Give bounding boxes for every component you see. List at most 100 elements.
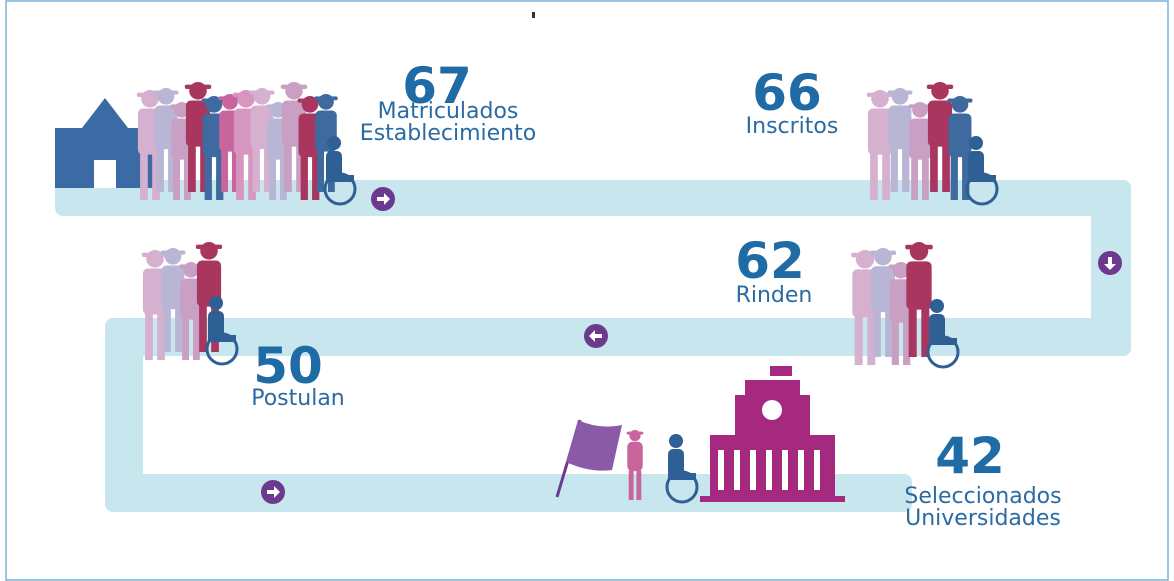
person-leg: [140, 153, 148, 200]
person: [280, 82, 308, 192]
person-leg: [942, 145, 950, 192]
stage-label: Establecimiento: [360, 121, 536, 146]
person-body: [326, 151, 342, 179]
person-leg: [950, 156, 958, 200]
uni-flag: [770, 366, 792, 376]
person-hat: [887, 90, 913, 95]
person-hat: [626, 431, 644, 435]
person-body: [180, 278, 202, 320]
school-door: [94, 160, 116, 188]
arrow-head: [267, 486, 280, 498]
person-leg: [216, 156, 224, 200]
school-roof: [82, 98, 128, 128]
person-leg: [168, 148, 176, 192]
person: [179, 262, 203, 360]
university: [700, 366, 845, 502]
arrow: [1098, 251, 1122, 275]
uni-window: [814, 450, 820, 490]
person-hat: [947, 98, 973, 103]
person-body: [627, 441, 643, 472]
person-hat: [153, 90, 179, 95]
person-body: [196, 260, 222, 307]
person-leg: [962, 156, 970, 200]
person-hat: [908, 104, 932, 109]
person-body: [142, 268, 168, 315]
uni-window: [766, 450, 772, 490]
person: [160, 248, 186, 352]
person: [947, 96, 973, 200]
person-body: [909, 118, 931, 160]
person-leg: [968, 175, 996, 182]
uni-window: [718, 450, 724, 490]
person-leg: [279, 158, 287, 200]
person-leg: [221, 150, 229, 192]
arrow: [371, 187, 395, 211]
stage-label: Universidades: [905, 506, 1061, 531]
person-leg: [296, 145, 304, 192]
uni-window: [798, 450, 804, 490]
person-leg: [269, 158, 277, 200]
person-body: [888, 105, 912, 150]
person: [887, 88, 913, 192]
stage-label: Seleccionados: [904, 484, 1061, 509]
wheelchair-user: [926, 299, 960, 369]
person: [908, 102, 932, 200]
person-leg: [175, 308, 183, 352]
person-body: [867, 108, 893, 155]
person: [869, 248, 897, 357]
person-body: [948, 113, 972, 158]
person-leg: [145, 313, 153, 360]
person-leg: [157, 313, 165, 360]
person-hat: [218, 96, 242, 101]
wheelchair-user: [323, 136, 357, 206]
person-body: [161, 265, 185, 310]
person-body: [968, 151, 984, 179]
person-hat: [160, 250, 186, 255]
person-leg: [173, 158, 181, 200]
person-leg: [628, 470, 634, 500]
person-leg: [284, 145, 292, 192]
school: [55, 98, 155, 188]
person-hat: [926, 84, 954, 90]
uni-window: [750, 450, 756, 490]
person-leg: [921, 158, 929, 200]
uni-base: [700, 496, 845, 502]
person-body: [871, 266, 895, 313]
stage-number: 67: [402, 57, 472, 115]
person-hat: [866, 92, 894, 98]
person-leg: [668, 473, 696, 480]
person-hat: [195, 244, 223, 250]
person-leg: [867, 316, 876, 365]
wheelchair-user: [965, 136, 999, 206]
person-leg: [882, 153, 890, 200]
arrow: [584, 324, 608, 348]
person-leg: [163, 308, 171, 352]
person-leg: [908, 308, 917, 357]
uni-window: [782, 450, 788, 490]
person-leg: [199, 305, 207, 352]
person-leg: [930, 145, 938, 192]
person-leg: [192, 318, 200, 360]
person-hat: [280, 84, 308, 90]
person-leg: [891, 321, 899, 365]
person-body: [208, 311, 224, 339]
person-hat: [184, 84, 212, 90]
stage-number: 66: [752, 64, 822, 122]
person-leg: [903, 321, 911, 365]
wheelchair-user: [205, 296, 239, 366]
person-leg: [248, 153, 256, 200]
person-leg: [200, 145, 208, 192]
person-head: [930, 299, 944, 313]
uni-window: [734, 450, 740, 490]
person-leg: [929, 338, 957, 345]
path-left: [105, 318, 143, 512]
person-body: [929, 314, 945, 342]
person-leg: [636, 470, 642, 500]
person-body: [668, 449, 684, 477]
person-leg: [236, 153, 244, 200]
person-head: [669, 434, 683, 448]
person-head: [327, 136, 341, 150]
stage-label: Inscritos: [746, 114, 839, 139]
person-hat: [179, 264, 203, 269]
